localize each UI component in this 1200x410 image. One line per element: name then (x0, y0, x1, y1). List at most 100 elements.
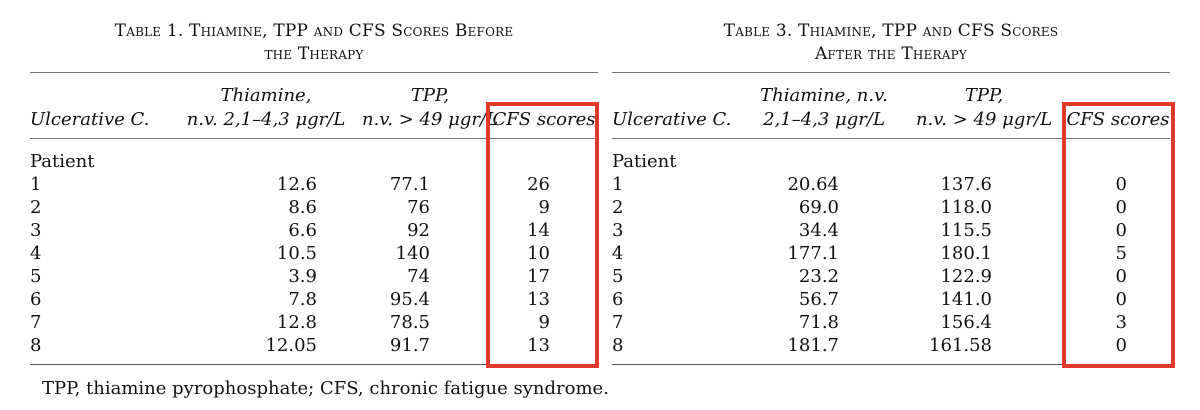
cfs-score-cell: 13 (527, 289, 550, 310)
tpp-cell: 156.4 (940, 312, 992, 333)
cfs-score-cell: 17 (527, 266, 550, 287)
table-row: 6 56.7 141.0 0 (612, 288, 1170, 311)
patient-cell: 2 (612, 197, 624, 218)
thiamine-cell: 23.2 (798, 266, 839, 287)
table-1-header-rule (30, 138, 598, 139)
cfs-score-cell: 0 (1115, 335, 1127, 356)
table-row: 5 23.2 122.9 0 (612, 265, 1170, 288)
patient-cell: 4 (612, 243, 624, 264)
patient-cell: 8 (30, 335, 42, 356)
thiamine-cell: 12.05 (265, 335, 317, 356)
patient-cell: 1 (612, 174, 624, 195)
table-1-header-cfs-text: CFS scores (492, 109, 596, 130)
table-footnote: TPP, thiamine pyrophosphate; CFS, chroni… (42, 378, 609, 399)
table-1-header-thiamine: Thiamine, n.v. 2,1–4,3 μgr/L (166, 84, 366, 132)
cfs-score-cell: 14 (527, 220, 550, 241)
tpp-cell: 161.58 (929, 335, 992, 356)
table-3-header-cfs: CFS scores (1066, 108, 1170, 132)
table-3: Table 3. Thiamine, TPP and CFS Scores Af… (612, 0, 1175, 372)
tpp-cell: 74 (407, 266, 430, 287)
table-3-header-thiamine: Thiamine, n.v. 2,1–4,3 μgr/L (754, 84, 894, 132)
thiamine-cell: 8.6 (288, 197, 317, 218)
table-row: 2 69.0 118.0 0 (612, 196, 1170, 219)
cfs-score-cell: 0 (1115, 174, 1127, 195)
table-1-group-label: Patient (30, 151, 95, 172)
thiamine-cell: 6.6 (288, 220, 317, 241)
tpp-cell: 78.5 (389, 312, 430, 333)
patient-cell: 7 (30, 312, 42, 333)
table-3-header-tpp-line-2: n.v. > 49 μgr/L (915, 109, 1053, 130)
cfs-score-cell: 5 (1115, 243, 1127, 264)
patient-cell: 6 (30, 289, 42, 310)
patient-cell: 8 (612, 335, 624, 356)
thiamine-cell: 177.1 (787, 243, 839, 264)
tpp-cell: 122.9 (940, 266, 992, 287)
thiamine-cell: 12.8 (276, 312, 317, 333)
table-1-header-cfs: CFS scores (492, 108, 596, 132)
table-3-header-rule (612, 138, 1170, 139)
tpp-cell: 92 (407, 220, 430, 241)
cfs-score-cell: 9 (538, 197, 550, 218)
table-3-caption-line-2: After the Therapy (814, 44, 968, 64)
cfs-score-cell: 0 (1115, 197, 1127, 218)
thiamine-cell: 181.7 (787, 335, 839, 356)
cfs-score-cell: 0 (1115, 289, 1127, 310)
thiamine-cell: 12.6 (276, 174, 317, 195)
table-3-header-cfs-text: CFS scores (1066, 109, 1170, 130)
table-3-header-tpp-line-1: TPP, (964, 85, 1004, 106)
cfs-score-cell: 26 (527, 174, 550, 195)
table-row: 4 10.5 140 10 (30, 242, 598, 265)
table-row: 7 12.8 78.5 9 (30, 311, 598, 334)
table-row: 3 34.4 115.5 0 (612, 219, 1170, 242)
table-1-bottom-rule (30, 364, 598, 365)
patient-cell: 7 (612, 312, 624, 333)
patient-cell: 5 (30, 266, 42, 287)
thiamine-cell: 69.0 (798, 197, 839, 218)
table-row: 2 8.6 76 9 (30, 196, 598, 219)
table-3-header-tpp: TPP, n.v. > 49 μgr/L (902, 84, 1066, 132)
table-3-header-thiamine-line-2: 2,1–4,3 μgr/L (763, 109, 885, 130)
table-1-header-tpp-line-1: TPP, (410, 85, 450, 106)
table-1-caption-line-1: Table 1. Thiamine, TPP and CFS Scores Be… (114, 21, 514, 41)
thiamine-cell: 56.7 (798, 289, 839, 310)
tpp-cell: 140 (395, 243, 430, 264)
patient-cell: 5 (612, 266, 624, 287)
thiamine-cell: 7.8 (288, 289, 317, 310)
table-1-header-thiamine-line-2: n.v. 2,1–4,3 μgr/L (186, 109, 346, 130)
tpp-cell: 141.0 (940, 289, 992, 310)
tpp-cell: 76 (407, 197, 430, 218)
table-1-header-ulcerative-text: Ulcerative C. (30, 109, 150, 130)
cfs-score-cell: 9 (538, 312, 550, 333)
cfs-score-cell: 0 (1115, 266, 1127, 287)
tpp-cell: 77.1 (389, 174, 430, 195)
patient-cell: 2 (30, 197, 42, 218)
table-1-caption-line-2: the Therapy (264, 44, 364, 64)
thiamine-cell: 3.9 (288, 266, 317, 287)
table-1-header-tpp: TPP, n.v. > 49 μgr/L (352, 84, 508, 132)
table-3-bottom-rule (612, 364, 1170, 365)
table-1-header-ulcerative: Ulcerative C. (30, 108, 149, 132)
table-row: 3 6.6 92 14 (30, 219, 598, 242)
tpp-cell: 137.6 (940, 174, 992, 195)
table-row: 6 7.8 95.4 13 (30, 288, 598, 311)
table-1-caption: Table 1. Thiamine, TPP and CFS Scores Be… (30, 20, 598, 66)
patient-cell: 3 (612, 220, 624, 241)
patient-cell: 6 (612, 289, 624, 310)
table-3-top-rule (612, 72, 1170, 73)
tpp-cell: 118.0 (940, 197, 992, 218)
tpp-cell: 115.5 (940, 220, 992, 241)
table-3-group-label: Patient (612, 151, 677, 172)
patient-cell: 4 (30, 243, 42, 264)
table-row: 1 20.64 137.6 0 (612, 173, 1170, 196)
table-1-header-tpp-line-2: n.v. > 49 μgr/L (361, 109, 499, 130)
cfs-score-cell: 0 (1115, 220, 1127, 241)
table-row: 8 12.05 91.7 13 (30, 334, 598, 357)
tpp-cell: 180.1 (940, 243, 992, 264)
patient-cell: 1 (30, 174, 42, 195)
cfs-score-cell: 10 (527, 243, 550, 264)
table-1-top-rule (30, 72, 598, 73)
cfs-score-cell: 13 (527, 335, 550, 356)
table-3-header-ulcerative-text: Ulcerative C. (612, 109, 732, 130)
table-3-caption-line-1: Table 3. Thiamine, TPP and CFS Scores (723, 21, 1059, 41)
table-row: 8 181.7 161.58 0 (612, 334, 1170, 357)
